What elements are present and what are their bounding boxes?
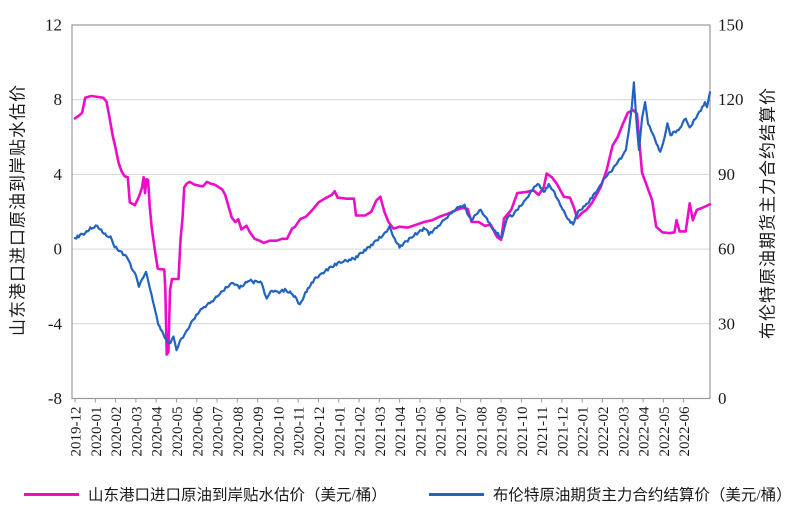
- x-tick-label: 2020-11: [292, 407, 308, 456]
- y-left-tick-label: 12: [45, 16, 62, 35]
- legend-item-brent: 布伦特原油期货主力合约结算价（美元/桶）: [428, 483, 789, 505]
- right-axis-title: 布伦特原油期货主力合约结算价: [758, 87, 778, 339]
- y-left-tick-label: 0: [54, 240, 63, 259]
- y-right-tick-label: 90: [718, 165, 735, 184]
- y-left-tick-label: -4: [48, 314, 63, 333]
- x-tick-label: 2021-08: [474, 407, 490, 457]
- premium-series-line: [73, 94, 712, 356]
- x-tick-label: 2021-10: [515, 407, 531, 457]
- x-tick-label: 2020-05: [170, 407, 186, 457]
- x-tick-label: 2022-05: [657, 407, 673, 457]
- x-tick-label: 2020-09: [251, 407, 267, 457]
- x-tick-label: 2021-02: [353, 407, 369, 457]
- y-left-tick-label: 4: [54, 165, 63, 184]
- x-tick-label: 2020-07: [211, 406, 227, 456]
- x-tick-label: 2020-02: [109, 407, 125, 457]
- x-tick-label: 2022-02: [596, 407, 612, 457]
- x-tick-label: 2022-06: [677, 406, 693, 456]
- x-tick-label: 2020-04: [150, 406, 166, 456]
- x-tick-label: 2021-04: [393, 406, 409, 456]
- magenta-line-swatch: [24, 492, 79, 496]
- y-left-tick-label: -8: [48, 389, 62, 408]
- y-right-tick-label: 120: [718, 90, 744, 109]
- left-axis-title: 山东港口进口原油到岸贴水估价: [8, 84, 28, 336]
- x-tick-label: 2021-03: [373, 407, 389, 457]
- x-tick-label: 2020-12: [312, 407, 328, 457]
- x-tick-label: 2020-10: [271, 407, 287, 457]
- x-tick-label: 2022-04: [637, 406, 653, 456]
- plot-border: [71, 24, 711, 400]
- x-tick-label: 2021-07: [454, 406, 470, 456]
- x-tick-label: 2020-01: [89, 407, 105, 457]
- legend: 山东港口进口原油到岸贴水估价（美元/桶） 布伦特原油期货主力合约结算价（美元/桶…: [0, 483, 789, 505]
- x-tick-label: 2021-06: [434, 406, 450, 456]
- y-right-tick-label: 0: [718, 389, 727, 408]
- y-right-tick-label: 60: [718, 240, 735, 259]
- x-tick-label: 2020-03: [129, 407, 145, 457]
- x-tick-label: 2021-01: [332, 407, 348, 457]
- x-tick-label: 2022-03: [616, 407, 632, 457]
- x-tick-label: 2021-11: [535, 407, 551, 456]
- x-tick-label: 2022-01: [576, 407, 592, 457]
- y-right-tick-label: 150: [718, 16, 744, 35]
- legend-label-premium: 山东港口进口原油到岸贴水估价（美元/桶）: [88, 487, 387, 504]
- y-left-tick-label: 8: [54, 90, 63, 109]
- x-tick-label: 2021-05: [413, 407, 429, 457]
- legend-label-brent: 布伦特原油期货主力合约结算价（美元/桶）: [492, 487, 789, 504]
- x-tick-label: 2020-08: [231, 407, 247, 457]
- brent-series-line: [73, 81, 712, 352]
- x-tick-label: 2021-09: [495, 407, 511, 457]
- x-tick-label: 2021-12: [555, 407, 571, 457]
- legend-item-premium: 山东港口进口原油到岸贴水估价（美元/桶）: [24, 483, 387, 505]
- blue-line-swatch: [428, 492, 484, 496]
- y-right-tick-label: 30: [718, 314, 735, 333]
- x-tick-label: 2020-06: [190, 406, 206, 456]
- x-tick-label: 2019-12: [69, 407, 85, 457]
